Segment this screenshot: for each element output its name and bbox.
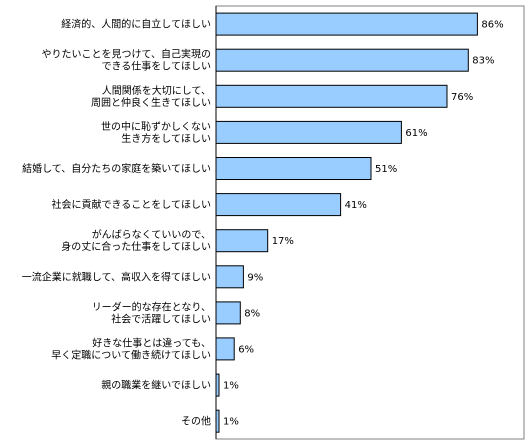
- value-label-2: 83%: [472, 56, 494, 67]
- value-label-5: 51%: [375, 164, 397, 175]
- category-label-10: 好きな仕事とは違っても、早く定職について働き続けてほしい: [51, 336, 211, 361]
- category-labels-group: 経済的、人間的に自立してほしいやりたいことを見つけて、自己実現のできる仕事をして…: [22, 18, 211, 428]
- value-label-11: 1%: [223, 381, 239, 392]
- category-label-12: その他: [181, 415, 211, 428]
- category-label-11: 親の職業を継いでほしい: [101, 379, 211, 392]
- plot-frame: [215, 5, 525, 440]
- bar-11: [215, 373, 220, 397]
- bar-5: [215, 157, 372, 180]
- category-label-9: リーダー的な存在となり、社会で活躍してほしい: [92, 300, 211, 325]
- value-label-12: 1%: [223, 417, 239, 428]
- bar-8: [215, 265, 244, 289]
- value-label-9: 8%: [244, 308, 260, 319]
- value-label-3: 76%: [451, 92, 473, 103]
- category-label-7: がんばらなくていいので、身の丈に合った仕事をしてほしい: [61, 228, 211, 253]
- value-label-10: 6%: [238, 344, 254, 355]
- bar-9: [215, 301, 241, 325]
- bar-12: [215, 409, 220, 433]
- value-label-6: 41%: [345, 200, 367, 211]
- value-label-7: 17%: [272, 236, 294, 247]
- bar-2: [215, 48, 469, 72]
- value-label-1: 86%: [481, 20, 503, 31]
- category-label-3: 人間関係を大切にして、周囲と仲良く生きてほしい: [91, 84, 211, 109]
- bar-4: [215, 120, 402, 144]
- category-label-5: 結婚して、自分たちの家庭を築いてほしい: [22, 162, 211, 175]
- bar-10: [215, 337, 235, 361]
- value-label-4: 61%: [405, 128, 427, 139]
- bars-group: [215, 12, 478, 433]
- value-labels-group: 86% 83% 76% 61% 51% 41% 17% 9% 8% 6% 1% 1%: [223, 20, 504, 428]
- category-label-1: 経済的、人間的に自立してほしい: [61, 18, 211, 31]
- category-label-8: 一流企業に就職して、高収入を得てほしい: [22, 270, 211, 283]
- category-label-2: やりたいことを見つけて、自己実現のできる仕事をしてほしい: [42, 48, 212, 73]
- bar-3: [215, 84, 448, 108]
- value-label-8: 9%: [247, 272, 263, 283]
- bar-7: [215, 229, 269, 253]
- bar-6: [215, 193, 342, 217]
- bar-1: [215, 12, 478, 36]
- category-label-4: 世の中に恥ずかしくない生き方をしてほしい: [101, 120, 211, 145]
- category-label-6: 社会に貢献できることをしてほしい: [52, 198, 212, 211]
